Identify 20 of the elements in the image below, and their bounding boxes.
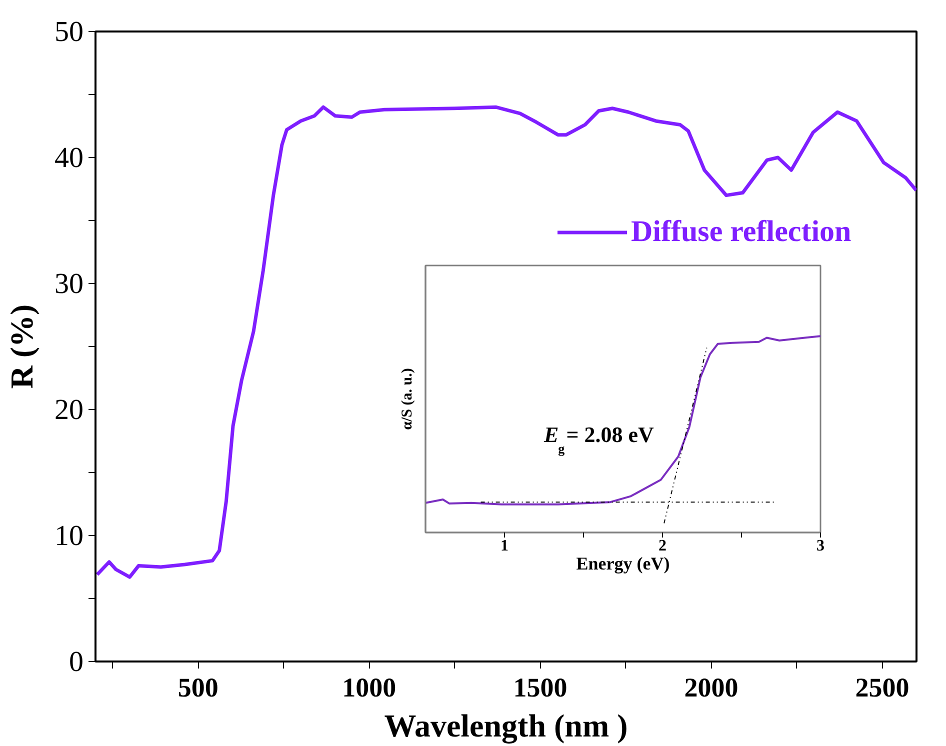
x-tick-label: 2 — [658, 538, 666, 554]
x-tick-label: 2500 — [855, 672, 910, 702]
y-tick-label: 40 — [54, 142, 84, 174]
x-tick-label: 1000 — [342, 672, 396, 702]
x-tick-label: 1500 — [513, 672, 568, 702]
y-axis-title: R (%) — [4, 304, 40, 389]
x-tick-label: 2000 — [684, 672, 738, 702]
x-tick-label: 500 — [178, 672, 218, 702]
y-tick-label: 10 — [54, 520, 84, 552]
x-tick-label: 1 — [500, 538, 508, 554]
x-axis-title: Wavelength (nm ) — [384, 708, 628, 744]
x-axis-title: Energy (eV) — [576, 554, 670, 574]
x-tick-label: 3 — [816, 538, 824, 554]
y-tick-label: 20 — [54, 394, 84, 426]
line-series — [96, 105, 916, 579]
y-tick-label: 30 — [54, 268, 84, 300]
y-tick-label: 0 — [69, 646, 84, 678]
y-tick-label: 50 — [54, 16, 84, 48]
legend-label: Diffuse reflection — [631, 215, 852, 249]
y-axis-title: α/S (a. u.) — [400, 368, 416, 430]
